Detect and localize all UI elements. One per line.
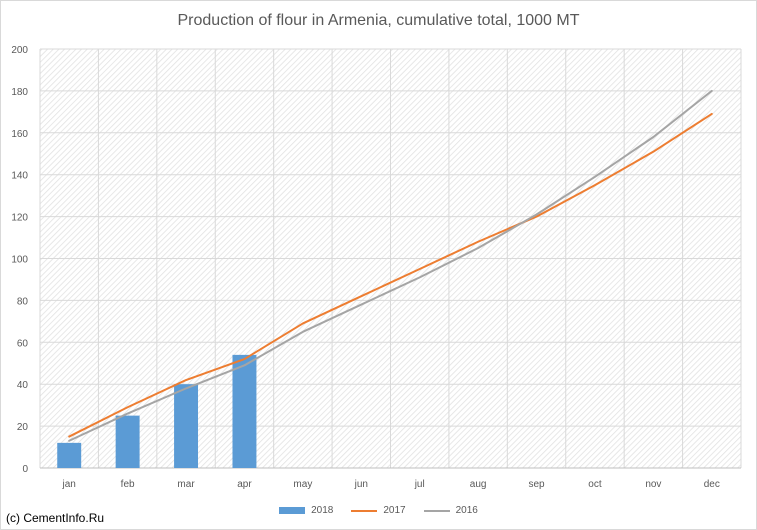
x-tick-label-sep: sep bbox=[528, 479, 545, 490]
x-tick-label-may: may bbox=[293, 479, 312, 490]
y-tick-label: 80 bbox=[17, 296, 29, 307]
x-tick-label-dec: dec bbox=[704, 479, 720, 490]
chart-title: Production of flour in Armenia, cumulati… bbox=[177, 12, 580, 29]
y-tick-label: 160 bbox=[11, 129, 28, 140]
legend-label-2018: 2018 bbox=[311, 505, 334, 516]
y-tick-label: 20 bbox=[17, 422, 29, 433]
y-tick-label: 0 bbox=[22, 464, 28, 475]
x-tick-label-aug: aug bbox=[470, 479, 487, 490]
legend-swatch-2018 bbox=[279, 507, 306, 514]
line-series-2017 bbox=[68, 112, 713, 438]
x-tick-label-feb: feb bbox=[121, 479, 135, 490]
x-tick-label-mar: mar bbox=[177, 479, 195, 490]
legend-swatch-2016 bbox=[423, 509, 450, 512]
legend-item-2018: 2018 bbox=[279, 505, 333, 516]
y-tick-label: 140 bbox=[11, 171, 28, 182]
y-tick-label: 120 bbox=[11, 213, 28, 224]
copyright-text: (c) CementInfo.Ru bbox=[6, 511, 105, 525]
legend: 2018 2017 2016 bbox=[0, 505, 757, 516]
y-tick-label: 60 bbox=[17, 338, 29, 349]
line-series-2016 bbox=[68, 89, 713, 442]
x-tick-label-jul: jul bbox=[414, 479, 425, 490]
x-tick-label-oct: oct bbox=[588, 479, 602, 490]
y-tick-label: 40 bbox=[17, 380, 29, 391]
bar-2018-apr bbox=[232, 354, 257, 468]
bar-2018-feb bbox=[115, 415, 140, 468]
legend-item-2016: 2016 bbox=[423, 505, 478, 516]
y-tick-label: 200 bbox=[11, 45, 28, 56]
legend-label-2017: 2017 bbox=[383, 505, 406, 516]
x-tick-label-apr: apr bbox=[237, 479, 252, 490]
x-tick-label-jun: jun bbox=[354, 479, 368, 490]
legend-item-2017: 2017 bbox=[351, 505, 406, 516]
x-tick-label-nov: nov bbox=[645, 479, 661, 490]
bar-2018-jan bbox=[57, 442, 82, 468]
y-tick-label: 100 bbox=[11, 255, 28, 266]
x-tick-label-jan: jan bbox=[62, 479, 76, 490]
legend-label-2016: 2016 bbox=[455, 505, 478, 516]
legend-swatch-2017 bbox=[351, 509, 378, 512]
y-tick-label: 180 bbox=[11, 87, 28, 98]
bar-2018-mar bbox=[174, 384, 199, 468]
